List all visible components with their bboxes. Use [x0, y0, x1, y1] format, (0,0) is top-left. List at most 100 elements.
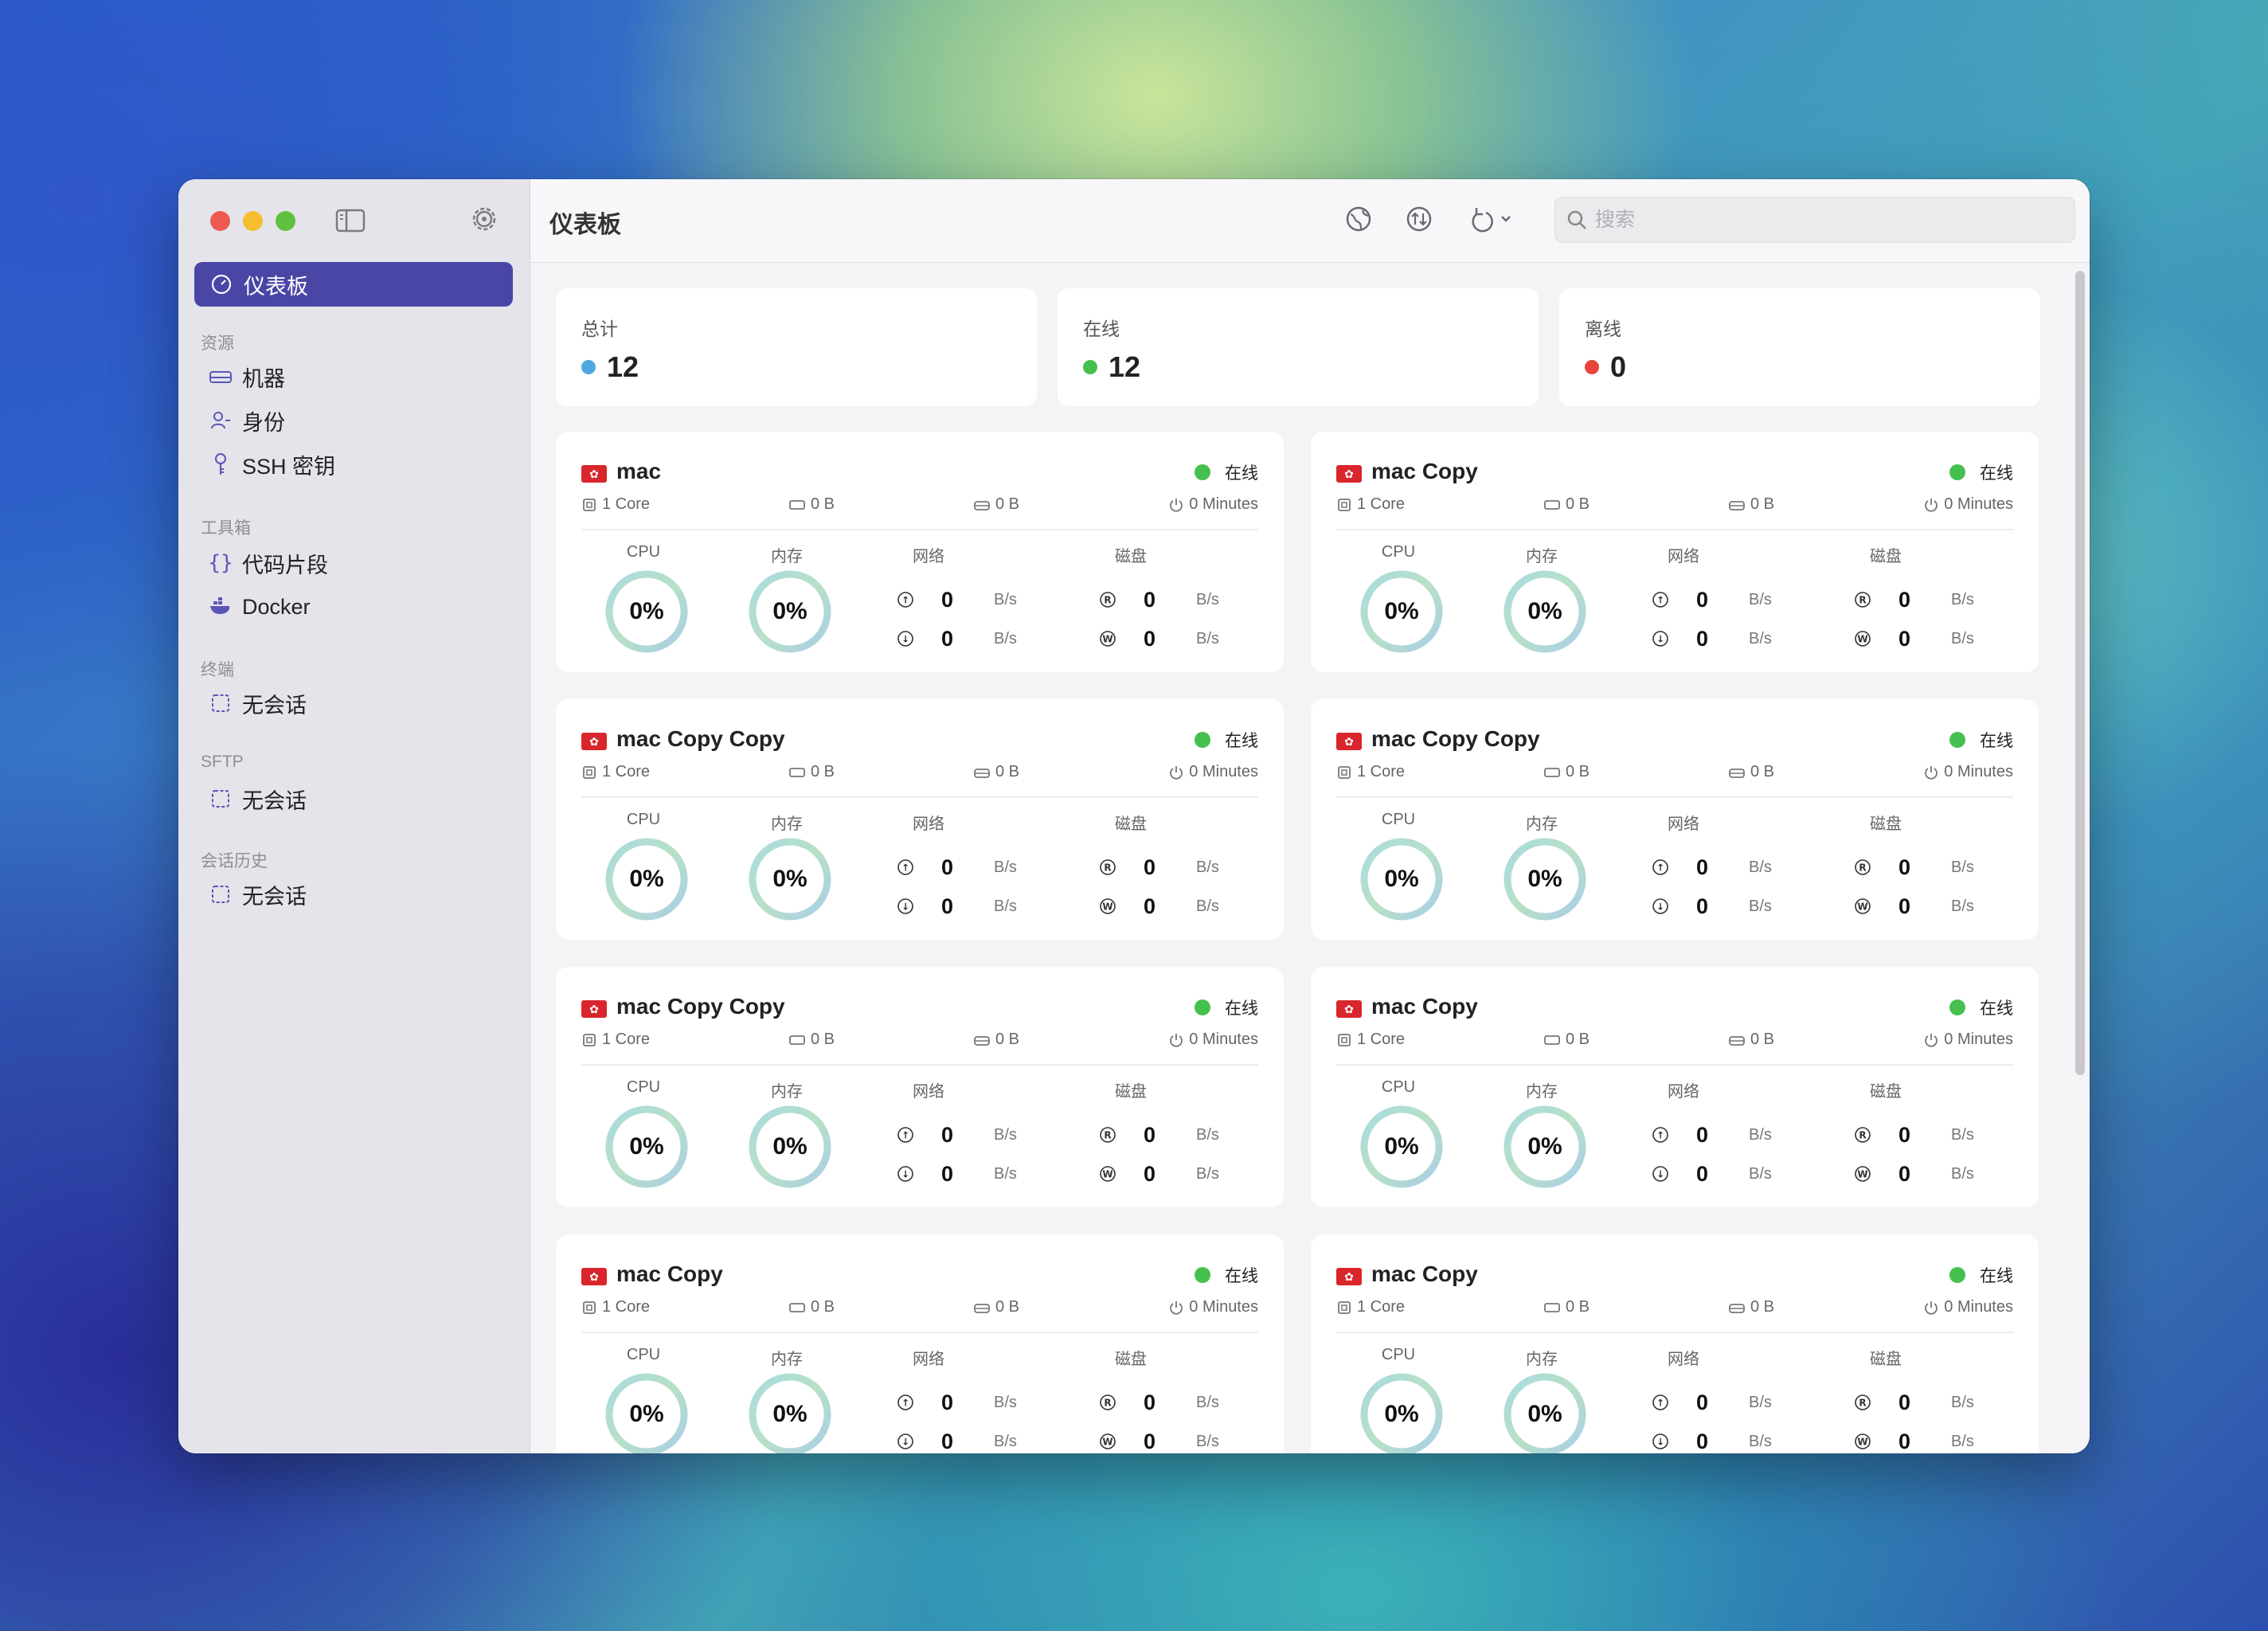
- machine-name: mac Copy Copy: [616, 726, 785, 751]
- cores-info: 1 Core: [581, 495, 650, 514]
- rate-value: 0: [1898, 1430, 1911, 1453]
- sidebar-item-history-none[interactable]: 无会话: [207, 878, 307, 910]
- online-dot: [1195, 1267, 1210, 1283]
- refresh-menu-icon[interactable]: [1465, 203, 1516, 238]
- uptime-text: 0 Minutes: [1189, 495, 1258, 513]
- search-field[interactable]: [1554, 197, 2075, 243]
- status-badge: 在线: [1195, 460, 1258, 484]
- sidebar-item-terminal-none[interactable]: 无会话: [207, 687, 307, 719]
- upload-rate: ↑ 0 B/s: [897, 588, 1017, 612]
- sidebar-item-label: 机器: [242, 366, 285, 391]
- memory-icon: [1544, 499, 1560, 510]
- rate-unit: B/s: [1196, 591, 1219, 608]
- disk-write-rate: W 0 B/s: [1854, 1162, 1974, 1186]
- network-header: 网络: [1668, 816, 1699, 833]
- rate-unit: B/s: [1951, 591, 1974, 608]
- machine-card[interactable]: ✿ mac Copy 在线 1 Core 0 B 0 B 0 Minutes CPU 内存 网络 磁…: [1311, 1234, 2039, 1453]
- stat-number: 12: [1109, 350, 1141, 383]
- svg-text:W: W: [1102, 634, 1112, 645]
- rate-unit: B/s: [1196, 1394, 1219, 1411]
- machine-name: mac Copy: [616, 1261, 723, 1286]
- write-circle-icon: W: [1855, 898, 1871, 914]
- memory-text: 0 B: [1566, 1031, 1590, 1048]
- memory-text: 0 B: [811, 1298, 835, 1316]
- machine-card[interactable]: ✿ mac 在线 1 Core 0 B 0 B 0 Minutes CPU 内存 网络 磁盘 0% 0%…: [556, 432, 1284, 672]
- download-rate: ↓ 0 B/s: [897, 1162, 1017, 1186]
- dashed-square-icon: [207, 785, 234, 812]
- upload-rate: ↑ 0 B/s: [1652, 1390, 1772, 1414]
- disk-drive-icon: [1729, 1035, 1745, 1046]
- memory-text: 0 B: [811, 763, 835, 780]
- close-window-button[interactable]: [210, 211, 230, 231]
- status-text: 在线: [1980, 464, 2013, 483]
- power-icon: [1925, 765, 1938, 780]
- uptime-text: 0 Minutes: [1944, 1031, 2013, 1048]
- machine-card[interactable]: ✿ mac Copy Copy 在线 1 Core 0 B 0 B 0 Minutes CPU…: [556, 699, 1284, 940]
- scrollbar[interactable]: [2075, 271, 2085, 1075]
- cpu-header: CPU: [626, 1078, 661, 1096]
- machine-name: mac Copy Copy: [1371, 726, 1540, 751]
- machine-card[interactable]: ✿ mac Copy 在线 1 Core 0 B 0 B 0 Minutes CPU 内存 网络 磁…: [556, 1234, 1284, 1453]
- minimize-window-button[interactable]: [243, 211, 263, 231]
- read-circle-icon: R: [1100, 592, 1116, 608]
- disk-header: 磁盘: [1115, 816, 1147, 833]
- status-badge: 在线: [1949, 1263, 2013, 1287]
- sidebar-item-sftp-none[interactable]: 无会话: [207, 783, 307, 815]
- sidebar-item-label: 仪表板: [244, 274, 308, 299]
- download-rate: ↓ 0 B/s: [1652, 627, 1772, 651]
- svg-text:W: W: [1102, 902, 1112, 913]
- settings-gear-icon[interactable]: [468, 203, 500, 235]
- arrow-up-circle-icon: ↑: [1652, 1394, 1668, 1410]
- svg-text:↑: ↑: [1656, 1130, 1664, 1141]
- search-input[interactable]: [1595, 208, 2041, 232]
- svg-text:R: R: [1859, 862, 1866, 874]
- globe-icon[interactable]: [1343, 203, 1378, 238]
- sync-arrows-icon[interactable]: [1403, 203, 1438, 238]
- svg-text:↓: ↓: [901, 1437, 909, 1448]
- sidebar-toggle-icon[interactable]: [334, 206, 366, 235]
- machine-card[interactable]: ✿ mac Copy 在线 1 Core 0 B 0 B 0 Minutes CPU 内存 网络 磁…: [1311, 967, 2039, 1207]
- machine-card[interactable]: ✿ mac Copy 在线 1 Core 0 B 0 B 0 Minutes CPU 内存 网络 磁…: [1311, 432, 2039, 672]
- cpu-gauge: 0%: [1359, 1371, 1445, 1453]
- sidebar-item-label: 无会话: [242, 788, 307, 813]
- rate-unit: B/s: [1749, 1165, 1772, 1183]
- power-icon: [1925, 1033, 1938, 1047]
- disk-header: 磁盘: [1870, 1351, 1902, 1368]
- disk-drive-icon: [1729, 1303, 1745, 1313]
- disk-read-rate: R 0 B/s: [1854, 855, 1974, 879]
- sidebar-item-ssh-keys[interactable]: SSH 密钥: [207, 448, 335, 480]
- disk-header: 磁盘: [1115, 1351, 1147, 1368]
- person-icon: [207, 407, 234, 434]
- sidebar-item-machines[interactable]: 机器: [207, 361, 285, 393]
- machine-card[interactable]: ✿ mac Copy Copy 在线 1 Core 0 B 0 B 0 Minutes CPU…: [1311, 699, 2039, 940]
- sidebar-item-dashboard[interactable]: 仪表板: [194, 262, 513, 307]
- memory-percent: 0%: [1527, 1133, 1562, 1160]
- chip-icon: [583, 1033, 596, 1046]
- stat-card: 在线 12: [1058, 288, 1539, 406]
- zoom-window-button[interactable]: [276, 211, 295, 231]
- svg-text:W: W: [1857, 902, 1867, 913]
- svg-text:R: R: [1104, 862, 1111, 874]
- rate-unit: B/s: [994, 859, 1017, 876]
- memory-percent: 0%: [1527, 598, 1562, 624]
- power-icon: [1925, 498, 1938, 512]
- disk-text: 0 B: [1750, 1031, 1775, 1048]
- machine-name: mac: [616, 459, 662, 483]
- divider: [1336, 529, 2013, 530]
- sidebar-item-docker[interactable]: Docker: [207, 591, 311, 623]
- sidebar-item-snippets[interactable]: {} 代码片段: [207, 547, 328, 579]
- disk-write-rate: W 0 B/s: [1099, 627, 1219, 651]
- stat-value: 12: [581, 350, 639, 384]
- memory-percent: 0%: [772, 1401, 807, 1427]
- memory-text: 0 B: [811, 1031, 835, 1048]
- network-header: 网络: [913, 1351, 944, 1368]
- machine-card[interactable]: ✿ mac Copy Copy 在线 1 Core 0 B 0 B 0 Minutes CPU…: [556, 967, 1284, 1207]
- online-dot: [1195, 464, 1210, 480]
- rate-value: 0: [1898, 588, 1911, 612]
- svg-text:R: R: [1104, 595, 1111, 606]
- sidebar-item-identities[interactable]: 身份: [207, 405, 285, 436]
- network-header: 网络: [1668, 548, 1699, 565]
- cores-info: 1 Core: [1336, 763, 1405, 781]
- sidebar-item-label: SSH 密钥: [242, 454, 336, 479]
- divider: [1336, 1332, 2013, 1333]
